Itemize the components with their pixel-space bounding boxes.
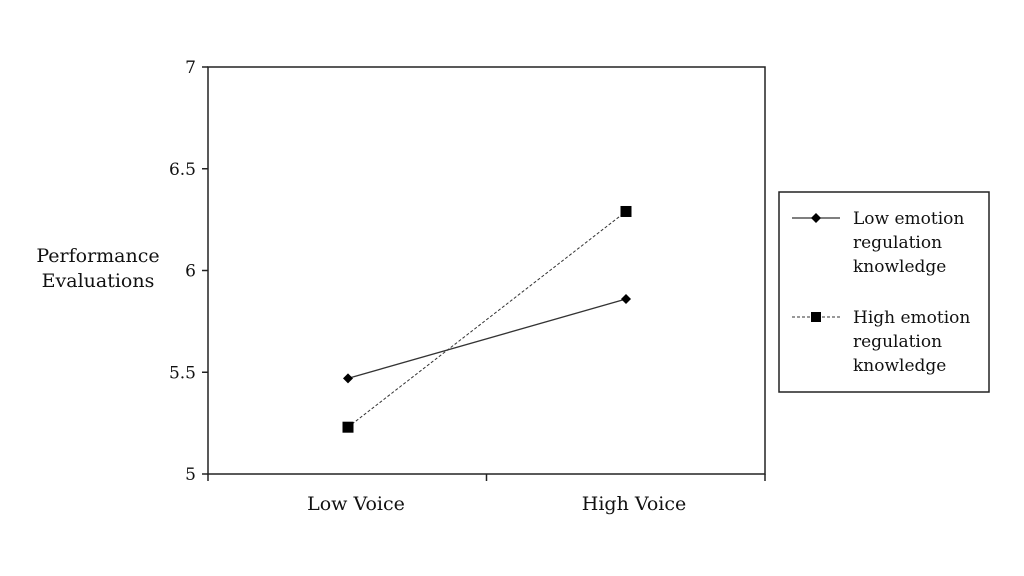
legend-box (778, 191, 990, 393)
y-tick-label: 6.5 (169, 160, 196, 180)
data-point-square (620, 205, 632, 217)
x-category-label: Low Voice (307, 493, 405, 515)
legend-label-series-2-line-1: High emotion (853, 308, 970, 328)
axes-layer: 5 5.5 6 6.5 7 Low Voice High Voice (169, 58, 766, 515)
legend-label-series-2-line-3: knowledge (853, 356, 946, 376)
y-tick-label: 5.5 (169, 363, 196, 383)
plot-frame (207, 66, 766, 475)
legend-label-series-2-line-2: regulation (853, 332, 942, 352)
y-axis-label-line-1: Performance (36, 245, 159, 267)
series-line-2 (347, 211, 627, 428)
legend: Low emotion regulation knowledge High em… (778, 191, 990, 393)
legend-marker-diamond (811, 213, 821, 223)
x-category-label: High Voice (582, 493, 686, 515)
legend-marker-square (811, 312, 821, 322)
data-point-diamond (343, 373, 353, 384)
series-line-1 (347, 298, 627, 379)
y-axis-label: Performance Evaluations (36, 245, 159, 292)
y-tick-label: 5 (185, 465, 196, 485)
y-axis-label-line-2: Evaluations (42, 270, 155, 292)
legend-label-series-1-line-3: knowledge (853, 257, 946, 277)
y-tick-label: 7 (185, 58, 196, 78)
series-layer (342, 205, 632, 433)
data-point-square (342, 421, 354, 433)
legend-label-series-1-line-1: Low emotion (853, 209, 964, 229)
legend-label-series-1-line-2: regulation (853, 233, 942, 253)
data-point-diamond (621, 293, 631, 304)
y-tick-label: 6 (185, 262, 196, 282)
